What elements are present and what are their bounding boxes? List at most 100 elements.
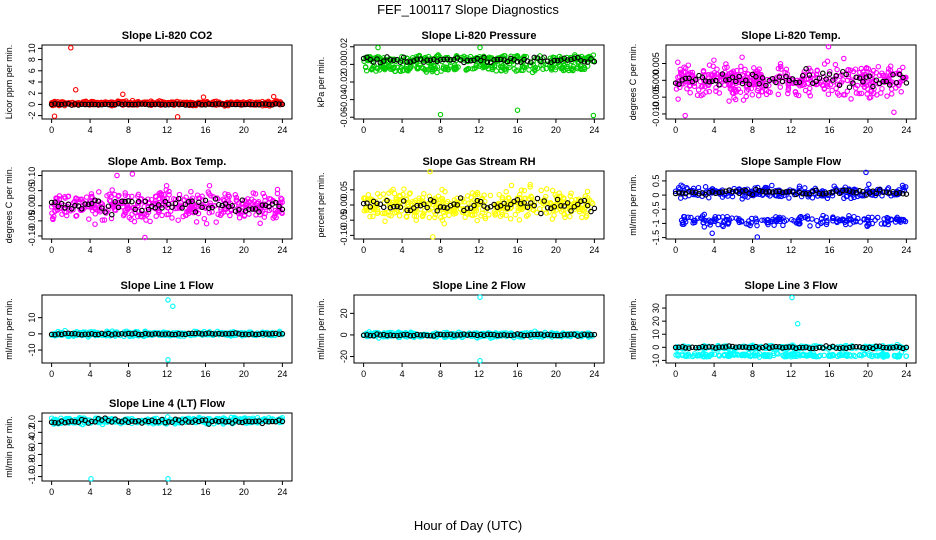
mean-point <box>793 79 799 86</box>
x-tick-label: 20 <box>863 369 873 379</box>
mean-point <box>692 77 699 83</box>
mean-point <box>840 68 846 75</box>
data-point <box>792 88 799 95</box>
data-point <box>122 192 129 198</box>
mean-point <box>534 55 541 61</box>
data-point <box>578 66 584 73</box>
mean-point <box>799 73 806 79</box>
data-point <box>721 65 728 71</box>
mean-point <box>813 78 819 85</box>
mean-point <box>544 58 551 65</box>
data-point <box>540 66 546 72</box>
data-point <box>869 80 876 86</box>
x-tick-label: 4 <box>400 369 405 379</box>
x-tick-label: 0 <box>49 125 54 135</box>
mean-point <box>447 56 454 63</box>
mean-point <box>169 101 175 108</box>
x-tick-label: 16 <box>200 487 210 497</box>
y-axis-label: Licor ppm per min. <box>4 45 14 120</box>
data-point <box>868 70 874 77</box>
x-tick-label: 12 <box>474 369 484 379</box>
data-point <box>206 182 213 189</box>
data-point <box>99 217 106 223</box>
data-point <box>434 69 440 76</box>
mean-point <box>769 75 776 82</box>
panel-title: Slope Gas Stream RH <box>422 156 535 168</box>
data-point <box>473 64 479 71</box>
data-point <box>685 62 692 68</box>
data-point <box>754 87 761 94</box>
data-point <box>362 64 369 70</box>
mean-point <box>441 56 447 63</box>
mean-point <box>196 101 202 107</box>
data-point <box>724 64 730 70</box>
y-axis-label: ml/min per min. <box>316 298 326 360</box>
mean-point <box>125 101 132 108</box>
mean-point <box>189 101 195 108</box>
mean-point <box>424 57 430 63</box>
data-point <box>739 54 745 60</box>
mean-point <box>105 101 112 108</box>
data-point <box>374 65 380 71</box>
x-tick-label: 12 <box>162 125 172 135</box>
mean-point <box>763 82 769 89</box>
data-point <box>834 66 840 73</box>
data-point <box>795 92 802 99</box>
data-point <box>489 64 495 71</box>
x-tick-label: 12 <box>786 369 796 379</box>
y-tick-label: -0.06 <box>339 107 349 128</box>
y-tick-label: 8 <box>27 57 37 62</box>
data-point <box>813 71 820 78</box>
data-point <box>884 93 890 99</box>
mean-point <box>883 78 890 85</box>
data-point <box>833 85 839 92</box>
data-point <box>561 62 568 69</box>
data-point <box>193 219 200 225</box>
mean-point <box>155 101 162 108</box>
data-point <box>678 71 685 77</box>
data-point <box>675 59 681 66</box>
x-tick-label: 16 <box>824 245 834 255</box>
y-tick-label: -1 <box>651 219 661 227</box>
mean-point <box>226 101 232 107</box>
mean-point <box>706 78 712 85</box>
x-tick-label: 24 <box>589 245 599 255</box>
mean-point <box>803 66 809 72</box>
outlier-point <box>120 91 126 98</box>
mean-point <box>48 101 55 108</box>
mean-point <box>574 54 581 61</box>
mean-point <box>216 101 222 107</box>
data-point <box>705 72 712 78</box>
mean-point <box>719 71 726 77</box>
x-tick-label: 12 <box>786 125 796 135</box>
outlier-point <box>891 109 897 116</box>
data-point <box>806 65 812 72</box>
data-point <box>858 90 865 97</box>
mean-point <box>72 101 78 107</box>
data-point <box>214 196 221 202</box>
y-tick-label: 0.02 <box>339 38 349 56</box>
data-point <box>491 64 498 70</box>
data-point <box>856 90 862 97</box>
x-tick-label: 12 <box>162 369 172 379</box>
x-tick-label: 8 <box>126 487 131 497</box>
mean-point <box>185 102 192 108</box>
data-point <box>161 191 167 198</box>
data-point <box>884 76 890 82</box>
mean-point <box>736 73 742 80</box>
mean-point <box>239 101 246 108</box>
y-axis-label: degrees C per min. <box>628 44 638 121</box>
outlier-point <box>477 44 483 51</box>
y-tick-label: 0.05 <box>339 181 349 199</box>
mean-point <box>390 57 397 64</box>
data-point <box>726 74 732 80</box>
x-tick-label: 8 <box>126 245 131 255</box>
mean-point <box>584 59 591 65</box>
mean-point <box>262 101 269 107</box>
y-tick-label: -20 <box>339 350 349 363</box>
x-tick-label: 16 <box>200 369 210 379</box>
data-point <box>888 86 895 92</box>
mean-point <box>554 57 561 64</box>
